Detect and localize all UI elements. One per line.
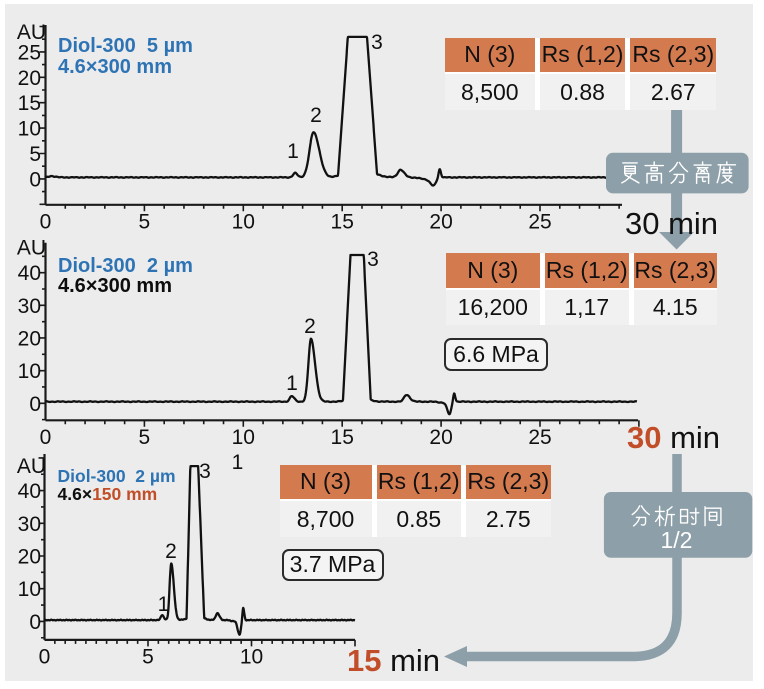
svg-text:20: 20 <box>18 67 41 90</box>
svg-text:5: 5 <box>139 426 151 449</box>
svg-text:1/2: 1/2 <box>661 527 693 553</box>
svg-text:10: 10 <box>18 578 41 601</box>
svg-text:0: 0 <box>29 611 41 634</box>
svg-text:0: 0 <box>29 393 41 416</box>
svg-text:20: 20 <box>18 328 41 351</box>
svg-text:20: 20 <box>18 546 41 569</box>
svg-text:0: 0 <box>40 426 52 449</box>
svg-text:30: 30 <box>18 513 41 536</box>
svg-text:0: 0 <box>40 210 52 233</box>
svg-text:40: 40 <box>18 480 41 503</box>
svg-text:0: 0 <box>39 645 51 668</box>
svg-text:15: 15 <box>18 92 41 115</box>
svg-text:20: 20 <box>429 426 452 449</box>
svg-text:0: 0 <box>29 168 41 191</box>
svg-text:30: 30 <box>18 295 41 318</box>
svg-text:AU: AU <box>17 21 46 44</box>
svg-text:40: 40 <box>18 262 41 285</box>
svg-text:25: 25 <box>528 210 551 233</box>
svg-text:AU: AU <box>17 237 46 260</box>
svg-text:AU: AU <box>17 455 46 478</box>
svg-text:10: 10 <box>232 210 255 233</box>
svg-text:25: 25 <box>528 426 551 449</box>
svg-text:5: 5 <box>29 143 41 166</box>
svg-text:5: 5 <box>139 210 151 233</box>
svg-text:25: 25 <box>18 41 41 64</box>
svg-text:15: 15 <box>331 210 354 233</box>
svg-text:10: 10 <box>18 360 41 383</box>
svg-text:10: 10 <box>232 426 255 449</box>
svg-text:5: 5 <box>142 645 154 668</box>
svg-text:15: 15 <box>331 426 354 449</box>
svg-text:10: 10 <box>240 645 263 668</box>
svg-text:20: 20 <box>429 210 452 233</box>
svg-text:10: 10 <box>18 118 41 141</box>
